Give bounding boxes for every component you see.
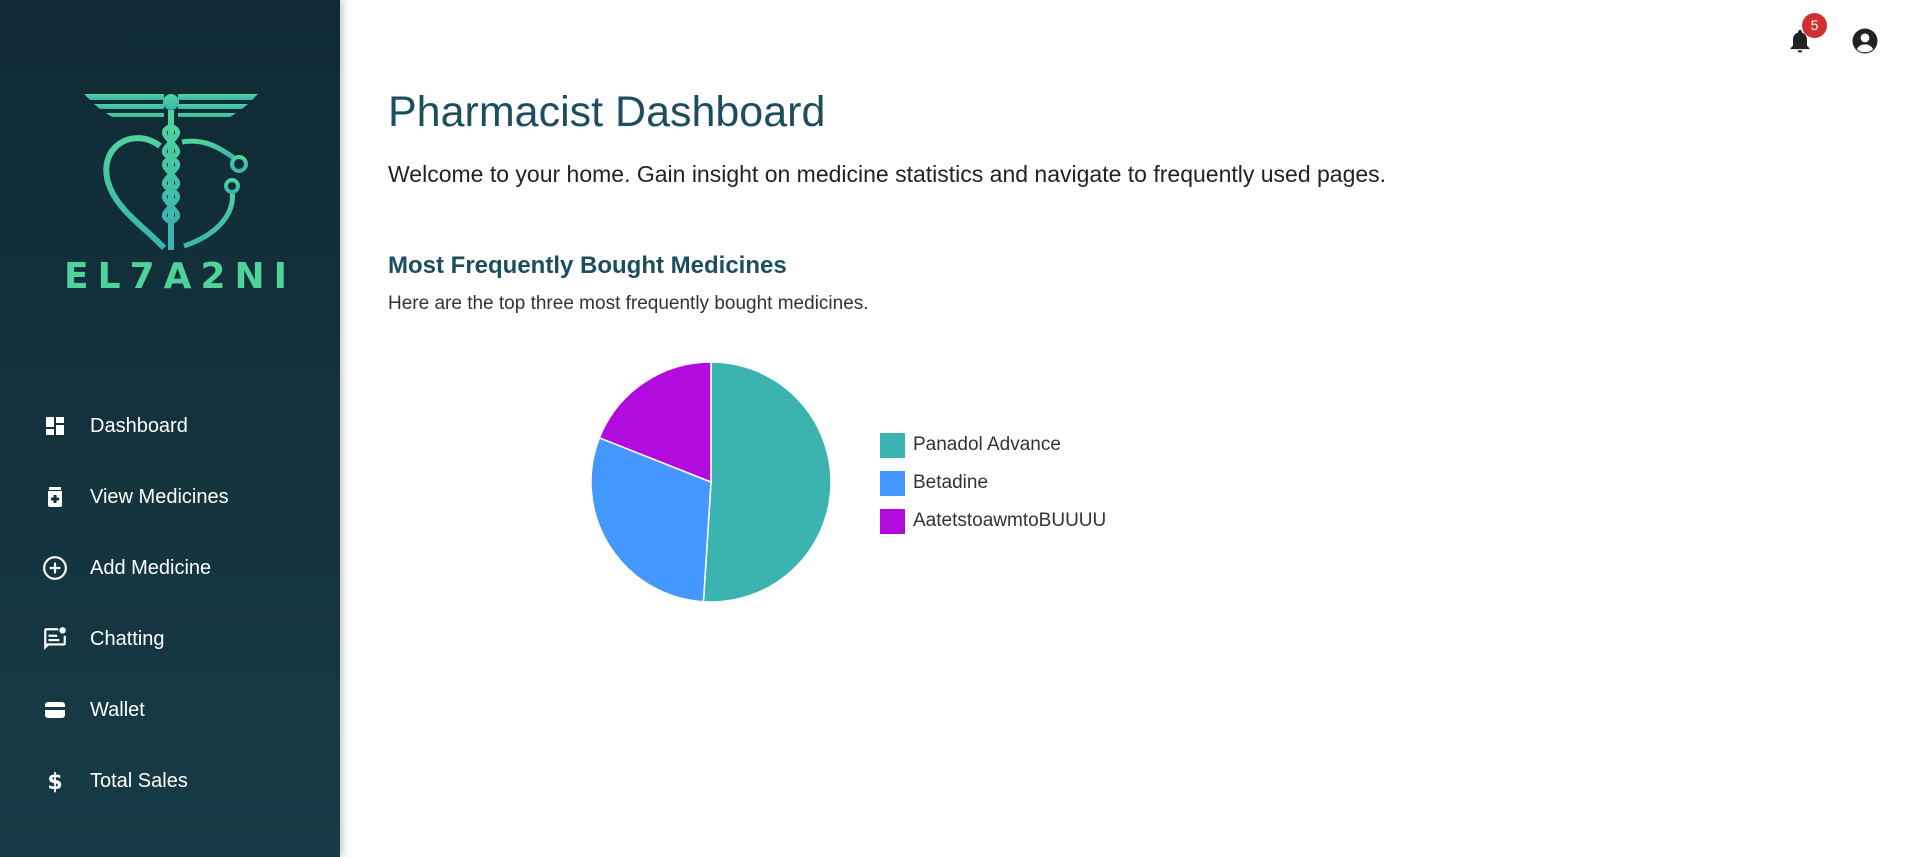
dashboard-icon bbox=[42, 413, 68, 439]
logo-text: EL7A2NI bbox=[64, 256, 297, 297]
sidebar-item-wallet[interactable]: Wallet bbox=[0, 684, 340, 736]
sidebar-item-label: View Medicines bbox=[90, 485, 229, 508]
sidebar-item-chatting[interactable]: Chatting bbox=[0, 613, 340, 665]
bell-icon bbox=[1790, 29, 1810, 53]
sidebar-item-total-sales[interactable]: $ Total Sales bbox=[0, 755, 340, 807]
section-subtitle: Here are the top three most frequently b… bbox=[388, 293, 869, 314]
pie-slice-2[interactable] bbox=[598, 361, 712, 484]
sidebar-item-label: Wallet bbox=[90, 698, 145, 721]
svg-text:$: $ bbox=[47, 770, 62, 794]
sidebar-item-label: Total Sales bbox=[90, 769, 188, 792]
pie-svg bbox=[590, 361, 832, 603]
legend-label: AatetstoawmtoBUUUU bbox=[913, 510, 1107, 531]
sidebar-item-add-medicine[interactable]: Add Medicine bbox=[0, 542, 340, 594]
legend-item[interactable]: Panadol Advance bbox=[880, 426, 1106, 464]
legend-label: Panadol Advance bbox=[913, 434, 1061, 455]
sidebar-item-label: Chatting bbox=[90, 627, 165, 650]
add-circle-icon bbox=[42, 555, 68, 581]
sidebar-item-label: Add Medicine bbox=[90, 556, 212, 579]
medication-icon bbox=[42, 484, 68, 510]
section-title: Most Frequently Bought Medicines bbox=[388, 252, 787, 279]
legend-label: Betadine bbox=[913, 472, 989, 493]
wallet-icon bbox=[42, 697, 68, 723]
sidebar-item-dashboard[interactable]: Dashboard bbox=[0, 400, 340, 452]
legend-swatch bbox=[880, 432, 905, 458]
notification-count-badge: 5 bbox=[1802, 13, 1827, 38]
legend-item[interactable]: Betadine bbox=[880, 464, 1106, 502]
account-circle-icon bbox=[1852, 28, 1878, 54]
pie-slice-0[interactable] bbox=[702, 361, 832, 603]
medicines-pie-chart bbox=[580, 352, 1120, 603]
chart-legend: Panadol Advance Betadine AatetstoawmtoBUUU… bbox=[880, 426, 1106, 540]
sidebar-item-label: Dashboard bbox=[90, 414, 188, 437]
notifications-button[interactable] bbox=[1786, 26, 1814, 56]
chat-icon bbox=[42, 626, 68, 652]
pie-slice-1[interactable] bbox=[590, 436, 712, 603]
page-subtitle: Welcome to your home. Gain insight on me… bbox=[388, 161, 1387, 187]
legend-swatch bbox=[880, 470, 905, 496]
sidebar: EL7A2NI Dashboard View Medicines Add Med… bbox=[0, 0, 340, 857]
logo: EL7A2NI bbox=[64, 86, 297, 297]
sidebar-item-view-medicines[interactable]: View Medicines bbox=[0, 471, 340, 523]
caduceus-logo-icon bbox=[84, 94, 258, 251]
legend-swatch bbox=[880, 508, 905, 534]
page-title: Pharmacist Dashboard bbox=[388, 88, 826, 136]
dollar-icon: $ bbox=[42, 768, 68, 794]
legend-item[interactable]: AatetstoawmtoBUUUU bbox=[880, 502, 1106, 540]
account-button[interactable] bbox=[1850, 26, 1880, 56]
